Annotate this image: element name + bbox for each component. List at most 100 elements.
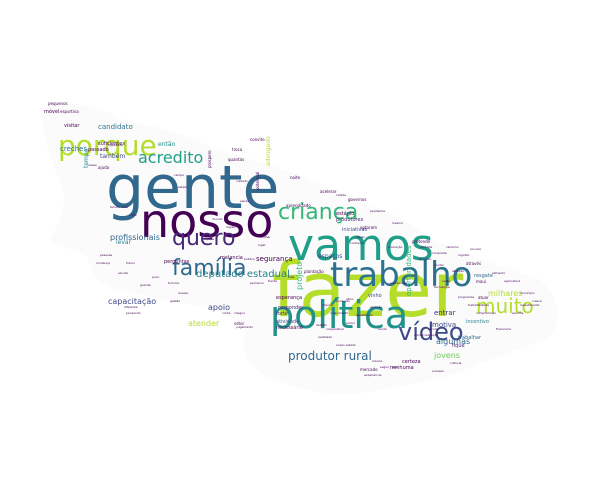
word-85: chegou — [234, 311, 246, 315]
word-64: aprendizado — [286, 203, 311, 208]
word-6: porque — [58, 129, 157, 162]
word-109: voto — [130, 213, 137, 217]
word-45: iniciativas — [342, 227, 368, 233]
word-123: educação — [388, 245, 403, 249]
word-134: vinícola — [322, 303, 334, 307]
word-70: plantação — [304, 269, 324, 274]
word-92: produção — [336, 299, 351, 303]
word-135: realidade — [318, 335, 333, 339]
word-12: acredito — [138, 148, 204, 167]
word-15: milhares — [488, 289, 523, 298]
word-93: geração — [370, 305, 383, 309]
word-67: ajuda — [98, 165, 110, 170]
word-124: vida — [288, 275, 295, 279]
word-60: quantas — [228, 157, 245, 162]
word-37: atividade — [276, 319, 300, 325]
word-130: povo — [152, 275, 160, 279]
word-86: julgamento — [236, 325, 253, 329]
word-18: algumas — [436, 337, 471, 346]
word-16: capacitação — [108, 297, 157, 306]
word-68: nesse — [88, 163, 97, 167]
word-66: setor — [234, 321, 245, 326]
word-50: atuar — [478, 295, 489, 300]
word-23: entrar — [434, 309, 456, 317]
word-22: segurança — [256, 255, 293, 263]
word-49: nenhuma — [390, 365, 414, 371]
word-40: resgate — [474, 273, 493, 279]
word-65: através — [466, 261, 482, 266]
word-94: crescimento — [330, 311, 349, 315]
word-25: também — [100, 153, 126, 160]
word-46: produtores — [336, 217, 364, 223]
word-142: cresce — [532, 299, 542, 303]
word-24: motiva — [432, 321, 457, 329]
word-117: assistência — [356, 313, 373, 317]
word-11: quero — [172, 226, 236, 251]
word-148: mudar — [434, 263, 444, 267]
word-3: vamos — [288, 220, 434, 271]
word-79: cidade — [336, 193, 346, 197]
word-115: cooperativa — [326, 327, 344, 331]
word-125: pessoas — [100, 253, 113, 257]
word-146: atenção — [452, 269, 465, 273]
word-95: sonho — [346, 321, 356, 325]
word-42: vinho — [368, 293, 382, 299]
word-80: pandemia — [370, 209, 385, 213]
word-5: trabalho — [330, 255, 473, 295]
word-101: cuidado — [236, 179, 248, 183]
word-33: espaços — [318, 253, 343, 260]
word-29: levar — [116, 239, 132, 246]
word-61: troca — [232, 147, 243, 152]
word-108: família rural — [110, 205, 129, 209]
word-144: alimento — [492, 271, 506, 275]
word-145: trabalhadores — [468, 303, 489, 307]
word-149: obrigado — [418, 257, 432, 261]
word-105: estado — [178, 185, 189, 189]
word-8: vídeo — [398, 318, 464, 346]
word-44: necessário — [276, 325, 303, 331]
word-132: acesso — [178, 291, 189, 295]
word-36: responder — [278, 305, 304, 311]
word-126: mudança — [96, 261, 110, 265]
word-57: móvel — [44, 109, 60, 115]
word-119: ideias — [356, 235, 365, 239]
word-84: conta — [222, 311, 231, 315]
word-81: potencial — [255, 171, 260, 190]
word-127: futuro — [126, 261, 136, 265]
word-20: atender — [188, 319, 220, 328]
word-59: convite — [250, 137, 265, 142]
word-38: incentivo — [466, 319, 489, 325]
word-54: suficientes — [98, 141, 125, 147]
word-10: muito — [476, 294, 534, 318]
word-41: fique — [452, 343, 465, 349]
word-112: pensando — [126, 311, 141, 315]
word-63: optaram — [360, 225, 377, 230]
word-21: apoio — [208, 303, 230, 312]
word-78: mesmo — [392, 221, 404, 225]
word-0: fazer — [272, 245, 464, 334]
word-139: município — [520, 291, 535, 295]
word-102: região — [226, 225, 236, 229]
word-97: vontade — [420, 245, 433, 249]
word-137: precisamos — [390, 281, 408, 285]
word-35: esperança — [276, 295, 303, 301]
word-51: melancia — [220, 255, 243, 261]
word-87: programas — [458, 295, 475, 299]
word-34: oportunidades — [405, 245, 413, 296]
word-151: caminho — [446, 245, 459, 249]
word-138: compromisso — [476, 311, 497, 315]
word-43: forte — [276, 311, 288, 317]
word-110: parceiros — [250, 281, 264, 285]
word-150: conquista — [432, 251, 447, 255]
word-133: gestão — [170, 299, 181, 303]
word-116: ativo — [346, 297, 354, 301]
word-143: agricultura — [504, 279, 521, 283]
word-28: candidato — [98, 123, 133, 131]
word-153: recurso — [470, 247, 482, 251]
word-121: lugar — [258, 243, 266, 247]
word-147: união — [442, 279, 451, 283]
word-90: comercialização — [414, 333, 439, 337]
word-103: equipe — [204, 237, 215, 241]
word-107: dignidade — [108, 143, 123, 147]
